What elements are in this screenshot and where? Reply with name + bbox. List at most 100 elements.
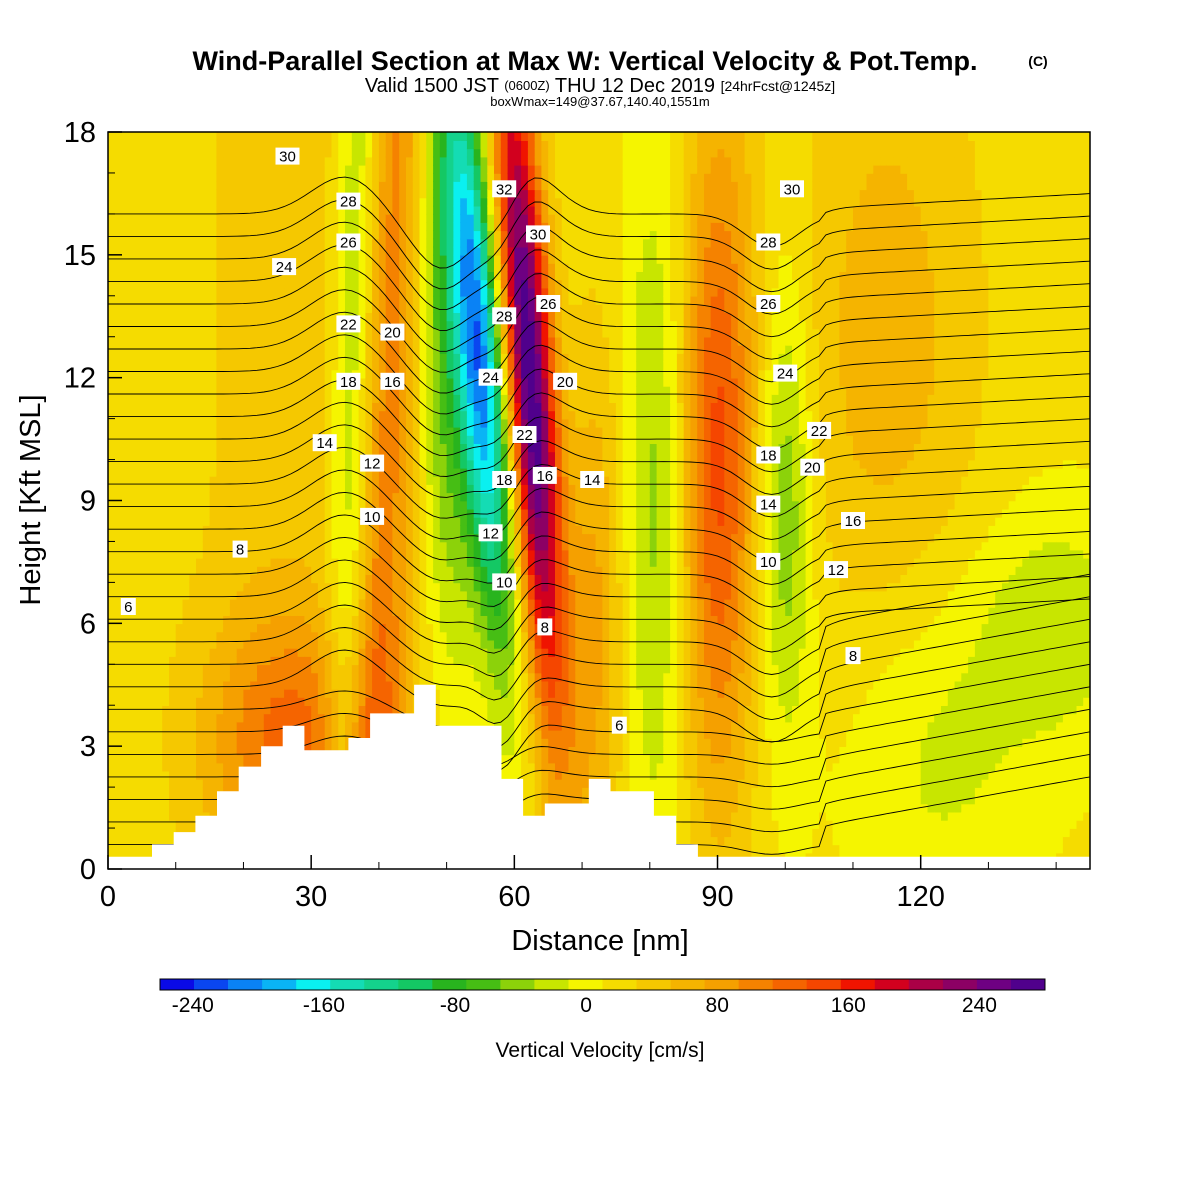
velocity-cell: [284, 705, 292, 715]
velocity-cell: [372, 189, 380, 199]
velocity-cell: [182, 516, 191, 526]
velocity-cell: [284, 541, 292, 551]
velocity-cell: [155, 459, 163, 469]
velocity-cell: [128, 770, 136, 780]
velocity-cell: [216, 402, 224, 412]
velocity-cell: [236, 557, 245, 567]
velocity-cell: [236, 656, 245, 666]
velocity-cell: [304, 418, 312, 428]
velocity-cell: [358, 680, 367, 690]
velocity-cell: [148, 533, 157, 543]
velocity-cell: [426, 353, 434, 363]
velocity-cell: [473, 304, 482, 313]
velocity-cell: [250, 172, 258, 182]
velocity-cell: [128, 418, 136, 428]
velocity-cell: [473, 582, 482, 592]
velocity-cell: [169, 631, 177, 641]
velocity-cell: [229, 304, 238, 313]
velocity-cell: [189, 656, 197, 666]
velocity-cell: [378, 148, 387, 158]
velocity-cell: [128, 148, 136, 158]
velocity-cell: [236, 418, 245, 428]
velocity-cell: [392, 697, 400, 706]
velocity-cell: [345, 688, 353, 698]
velocity-cell: [250, 647, 258, 657]
velocity-cell: [169, 746, 177, 756]
velocity-cell: [236, 304, 245, 313]
velocity-cell: [311, 402, 319, 412]
velocity-cell: [223, 615, 231, 625]
velocity-cell: [148, 222, 157, 232]
velocity-cell: [108, 819, 116, 829]
velocity-cell: [284, 361, 292, 371]
velocity-cell: [236, 246, 245, 256]
velocity-cell: [385, 688, 394, 698]
velocity-cell: [290, 574, 299, 584]
velocity-cell: [196, 320, 204, 330]
velocity-cell: [317, 197, 326, 207]
velocity-cell: [121, 295, 130, 305]
velocity-cell: [446, 688, 455, 698]
velocity-cell: [114, 557, 123, 567]
velocity-cell: [426, 197, 434, 207]
velocity-cell: [399, 705, 407, 715]
velocity-cell: [453, 287, 461, 297]
velocity-cell: [169, 787, 177, 797]
velocity-cell: [399, 279, 407, 289]
velocity-cell: [460, 533, 468, 543]
velocity-cell: [331, 582, 340, 592]
velocity-cell: [365, 271, 373, 281]
velocity-cell: [385, 615, 394, 625]
velocity-cell: [216, 623, 224, 633]
velocity-cell: [365, 615, 373, 625]
velocity-cell: [460, 402, 468, 412]
velocity-cell: [257, 615, 265, 625]
velocity-cell: [317, 418, 326, 428]
velocity-cell: [439, 172, 448, 182]
velocity-cell: [297, 140, 306, 150]
velocity-cell: [263, 426, 272, 436]
velocity-cell: [466, 680, 475, 690]
velocity-cell: [365, 361, 373, 371]
velocity-cell: [250, 484, 258, 494]
velocity-cell: [304, 516, 312, 526]
velocity-cell: [128, 361, 136, 371]
velocity-cell: [433, 320, 441, 330]
velocity-cell: [277, 435, 285, 444]
velocity-cell: [108, 574, 116, 584]
velocity-cell: [351, 525, 360, 535]
velocity-cell: [270, 484, 279, 494]
velocity-cell: [155, 377, 163, 387]
velocity-cell: [141, 336, 150, 346]
velocity-cell: [148, 639, 157, 649]
velocity-cell: [290, 246, 299, 256]
velocity-cell: [351, 164, 360, 174]
velocity-cell: [433, 451, 441, 461]
velocity-cell: [378, 172, 387, 182]
velocity-cell: [121, 631, 130, 641]
velocity-cell: [324, 623, 333, 633]
velocity-cell: [290, 172, 299, 182]
velocity-cell: [338, 500, 346, 510]
velocity-cell: [175, 385, 184, 395]
velocity-cell: [250, 181, 258, 191]
velocity-cell: [209, 328, 218, 338]
velocity-cell: [128, 828, 136, 838]
velocity-cell: [304, 492, 312, 502]
velocity-cell: [189, 492, 197, 502]
velocity-cell: [358, 672, 367, 682]
velocity-cell: [175, 664, 184, 674]
velocity-cell: [372, 279, 380, 289]
velocity-cell: [243, 336, 251, 346]
velocity-cell: [399, 697, 407, 706]
velocity-cell: [223, 590, 231, 600]
velocity-cell: [196, 197, 204, 207]
velocity-cell: [223, 549, 231, 559]
velocity-cell: [169, 353, 177, 363]
velocity-cell: [263, 459, 272, 469]
velocity-cell: [196, 418, 204, 428]
velocity-cell: [372, 574, 380, 584]
velocity-cell: [189, 754, 197, 764]
velocity-cell: [270, 688, 279, 698]
velocity-cell: [426, 287, 434, 297]
